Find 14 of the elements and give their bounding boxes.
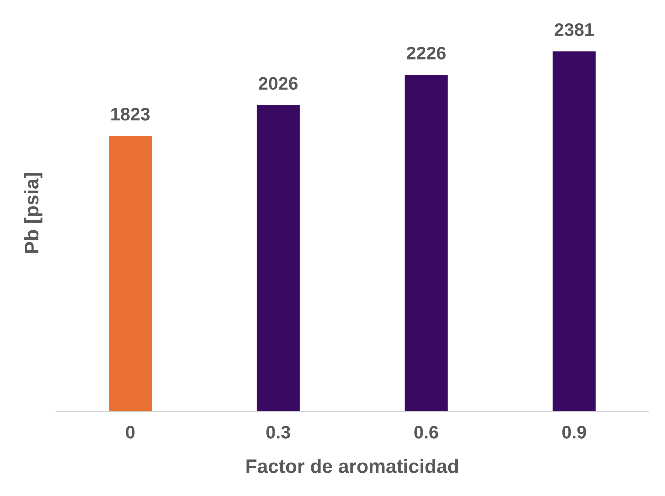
bar <box>404 74 450 412</box>
x-tick-label: 0 <box>126 426 135 439</box>
x-tick-label: 0.3 <box>266 426 290 439</box>
data-label: 2026 <box>259 77 298 90</box>
x-tick-label: 0.6 <box>414 426 438 439</box>
data-label: 2381 <box>554 23 594 36</box>
x-tick-label: 0.9 <box>562 426 586 439</box>
bar <box>552 50 598 412</box>
data-label: 2226 <box>406 46 446 60</box>
bar <box>256 104 302 412</box>
x-axis-title: Factor de aromaticidad <box>246 459 458 474</box>
bar <box>108 134 154 412</box>
data-label: 1823 <box>112 108 150 121</box>
y-axis-title: Pb [psia] <box>24 173 43 254</box>
